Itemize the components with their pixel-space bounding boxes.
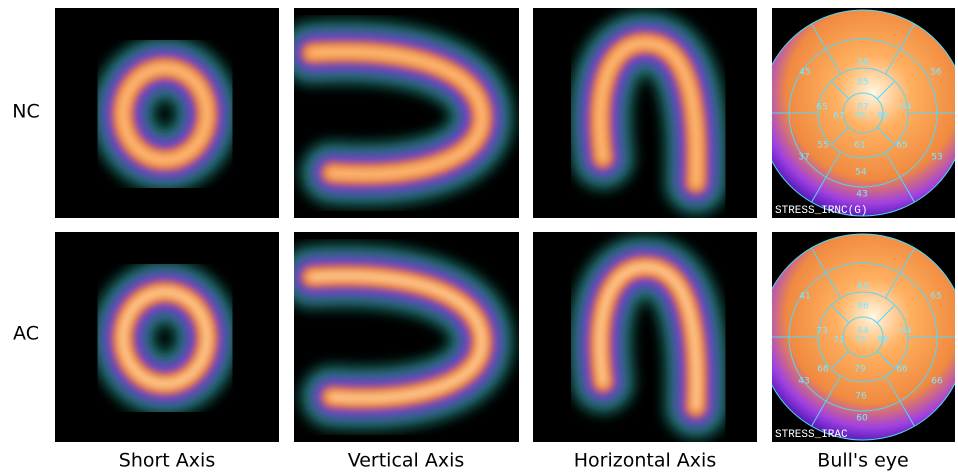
- column-label: Horizontal Axis: [574, 450, 716, 472]
- row-label: AC: [13, 323, 39, 345]
- panel: [533, 232, 757, 442]
- segment-value: 73: [854, 336, 865, 346]
- segment-value: 80: [877, 112, 889, 122]
- segment-value: 60: [856, 414, 868, 424]
- segment-value: 68: [817, 365, 829, 375]
- segment-value: 61: [854, 141, 865, 151]
- segment-value: 73: [816, 327, 827, 337]
- segment-value: 86: [857, 302, 869, 312]
- panel-content: [294, 8, 519, 218]
- column-label: Vertical Axis: [348, 450, 465, 472]
- column-label: Short Axis: [119, 450, 215, 472]
- segment-value: 37: [798, 153, 809, 163]
- segment-value: 84: [900, 103, 912, 113]
- segment-value: 41: [799, 292, 810, 302]
- column-label: Bull's eye: [817, 450, 908, 472]
- map-caption: STRESS_IRAC: [775, 429, 848, 441]
- segment-value: 85: [857, 78, 868, 88]
- segment-value: 66: [931, 377, 943, 387]
- segment-value: 89: [877, 336, 889, 346]
- segment-value: 45: [799, 68, 810, 78]
- segment-value: 67: [833, 112, 844, 122]
- panel-content: [533, 232, 757, 442]
- panel-content: [533, 8, 757, 218]
- panel: [533, 8, 757, 218]
- panel: [55, 8, 279, 218]
- panel-content: [55, 8, 279, 218]
- panel: [294, 8, 519, 218]
- segment-value: 54: [855, 168, 867, 178]
- segment-value: 53: [931, 153, 942, 163]
- segment-value: 75: [854, 112, 865, 122]
- row-label: NC: [12, 101, 39, 123]
- segment-value: 55: [817, 141, 828, 151]
- segment-value: 76: [855, 392, 867, 402]
- segment-value: 43: [856, 190, 867, 200]
- panel: [294, 232, 519, 442]
- segment-value: 58: [857, 58, 869, 68]
- segment-value: 65: [816, 103, 827, 113]
- segment-value: 66: [896, 365, 908, 375]
- segment-value: 43: [798, 377, 809, 387]
- figure: NC AC Short Axis Vertical Axis Horizonta…: [0, 0, 958, 472]
- panel-content: [294, 232, 519, 442]
- segment-value: 65: [896, 141, 907, 151]
- panel-content: [55, 232, 279, 442]
- segment-value: 71: [833, 336, 844, 346]
- segment-value: 84: [900, 327, 912, 337]
- panel: [55, 232, 279, 442]
- segment-value: 65: [857, 282, 868, 292]
- segment-value: 56: [930, 68, 942, 78]
- map-caption: STRESS_IRNC(G): [775, 205, 867, 217]
- segment-value: 65: [930, 292, 941, 302]
- segment-value: 79: [854, 365, 866, 375]
